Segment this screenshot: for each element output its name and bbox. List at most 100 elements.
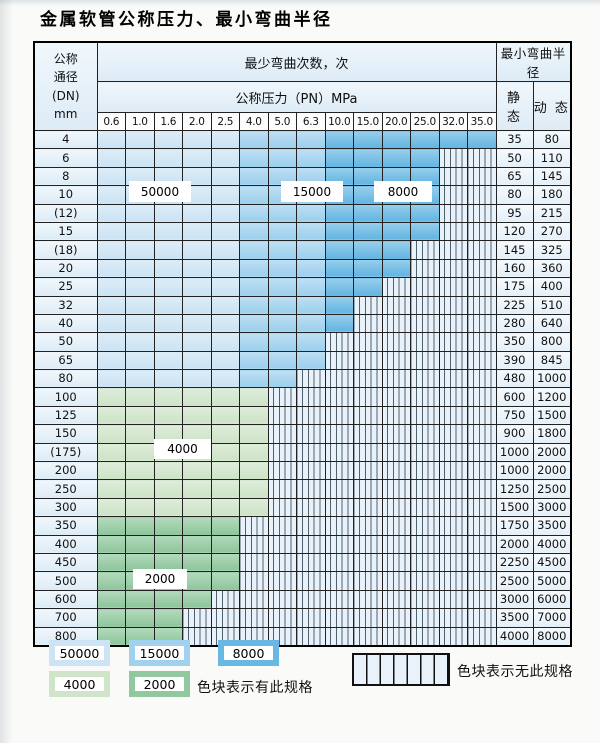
- spec-available-cell: [210, 497, 240, 518]
- spec-available-cell: [239, 479, 269, 499]
- dn-cell: (12): [33, 203, 98, 223]
- spec-unavailable-cell: [324, 461, 354, 481]
- table-row: 50 350 800: [33, 332, 572, 352]
- spec-unavailable-cell: [324, 405, 354, 426]
- spec-available-cell: [96, 185, 126, 205]
- spec-unavailable-cell: [381, 461, 411, 481]
- spec-available-cell: [125, 497, 155, 518]
- spec-available-cell: [96, 332, 126, 352]
- table-row: 125 750 1500: [33, 405, 572, 426]
- spec-available-cell: [96, 589, 126, 610]
- spec-available-cell: [296, 277, 326, 297]
- spec-unavailable-cell: [296, 571, 326, 591]
- spec-available-cell: [267, 350, 297, 371]
- spec-available-cell: [324, 129, 354, 150]
- spec-available-cell: [96, 552, 126, 573]
- static-radius-cell: 145: [495, 240, 534, 260]
- spec-available-cell: [324, 148, 354, 168]
- spec-unavailable-cell: [467, 516, 497, 536]
- spec-unavailable-cell: [296, 626, 326, 647]
- spec-available-cell: [125, 258, 155, 279]
- table-row: 15 120 270: [33, 221, 572, 242]
- bend-cycles-8000-label: 8000: [374, 181, 432, 202]
- spec-available-cell: [239, 258, 269, 279]
- pressure-column-header: 10.0: [324, 112, 354, 131]
- spec-available-cell: [125, 424, 155, 444]
- spec-unavailable-cell: [381, 479, 411, 499]
- spec-unavailable-cell: [410, 350, 440, 371]
- spec-available-cell: [125, 516, 155, 536]
- dynamic-radius-cell: 845: [532, 350, 572, 371]
- spec-unavailable-cell: [353, 479, 383, 499]
- legend-swatch-2000: 2000: [129, 671, 190, 697]
- spec-available-cell: [296, 240, 326, 260]
- legend-no-spec-swatch: [352, 653, 450, 686]
- spec-unavailable-cell: [467, 424, 497, 444]
- spec-unavailable-cell: [467, 185, 497, 205]
- spec-unavailable-cell: [324, 497, 354, 518]
- spec-available-cell: [267, 277, 297, 297]
- table-row: 150 900 1800: [33, 424, 572, 444]
- spec-available-cell: [267, 129, 297, 150]
- dynamic-radius-cell: 1200: [532, 387, 572, 407]
- spec-unavailable-cell: [324, 608, 354, 628]
- spec-unavailable-cell: [410, 277, 440, 297]
- spec-unavailable-cell: [410, 626, 440, 647]
- dn-cell: (18): [33, 240, 98, 260]
- spec-unavailable-cell: [467, 203, 497, 223]
- spec-available-cell: [210, 332, 240, 352]
- spec-unavailable-cell: [467, 626, 497, 647]
- spec-unavailable-cell: [267, 534, 297, 554]
- spec-available-cell: [267, 369, 297, 389]
- spec-unavailable-cell: [267, 497, 297, 518]
- scan-edge-top: [0, 0, 600, 6]
- bend-cycles-4000-label: 4000: [154, 439, 211, 459]
- table-row: 600 3000 6000: [33, 589, 572, 610]
- spec-unavailable-cell: [438, 350, 468, 371]
- spec-available-cell: [324, 203, 354, 223]
- legend-has-spec-note: 色块表示有此规格: [197, 680, 313, 696]
- spec-available-cell: [153, 534, 183, 554]
- dn-cell: 20: [33, 258, 98, 279]
- spec-unavailable-cell: [438, 221, 468, 242]
- spec-available-cell: [96, 258, 126, 279]
- table-row: 20 160 360: [33, 258, 572, 279]
- spec-unavailable-cell: [467, 295, 497, 315]
- dynamic-radius-cell: 3500: [532, 516, 572, 536]
- bend-cycles-header: 最少弯曲次数，次: [96, 41, 497, 82]
- dn-cell: 400: [33, 534, 98, 554]
- header-row-1: 公称 通径 (DN) mm 最少弯曲次数，次 最小弯曲半径: [33, 41, 572, 131]
- spec-unavailable-cell: [410, 479, 440, 499]
- spec-unavailable-cell: [353, 387, 383, 407]
- spec-unavailable-cell: [296, 442, 326, 463]
- dn-cell: 10: [33, 185, 98, 205]
- dynamic-radius-cell: 145: [532, 166, 572, 187]
- spec-unavailable-cell: [438, 626, 468, 647]
- spec-available-cell: [381, 203, 411, 223]
- dynamic-radius-cell: 110: [532, 148, 572, 168]
- spec-available-cell: [267, 240, 297, 260]
- spec-available-cell: [210, 166, 240, 187]
- spec-available-cell: [267, 258, 297, 279]
- spec-unavailable-cell: [267, 442, 297, 463]
- dynamic-radius-cell: 6000: [532, 589, 572, 610]
- spec-unavailable-cell: [438, 571, 468, 591]
- spec-unavailable-cell: [438, 516, 468, 536]
- dynamic-radius-cell: 1800: [532, 424, 572, 444]
- page-title: 金属软管公称压力、最小弯曲半径: [40, 10, 333, 30]
- dynamic-radius-cell: 4000: [532, 534, 572, 554]
- dynamic-radius-cell: 1000: [532, 369, 572, 389]
- nominal-pressure-header: 公称压力（PN）MPa: [96, 81, 497, 113]
- dn-cell: 40: [33, 313, 98, 334]
- spec-available-cell: [467, 129, 497, 150]
- spec-unavailable-cell: [438, 387, 468, 407]
- pressure-column-header: 2.5: [210, 112, 240, 131]
- spec-unavailable-cell: [239, 571, 269, 591]
- spec-unavailable-cell: [324, 589, 354, 610]
- spec-available-cell: [125, 295, 155, 315]
- spec-available-cell: [153, 479, 183, 499]
- spec-available-cell: [153, 129, 183, 150]
- spec-unavailable-cell: [353, 405, 383, 426]
- static-radius-cell: 350: [495, 332, 534, 352]
- spec-unavailable-cell: [381, 534, 411, 554]
